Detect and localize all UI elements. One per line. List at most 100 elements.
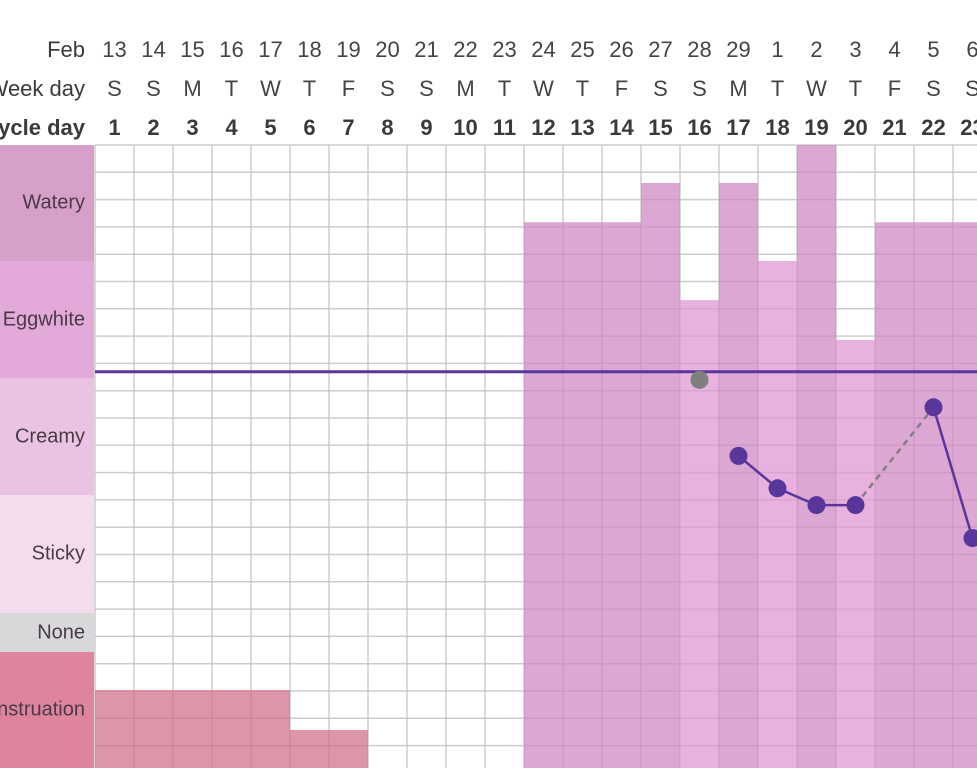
cycle-day-cell: 9 (420, 115, 433, 140)
cycle-day-cell: 19 (804, 115, 829, 140)
date-label: 1 (771, 37, 784, 62)
mucus-bar (797, 145, 836, 768)
weekday-cell: T (848, 76, 863, 101)
category-label: Watery (22, 191, 85, 214)
cycle-day-cell: 15 (648, 115, 673, 140)
menstruation-bar (95, 690, 134, 768)
date-label: 29 (726, 37, 751, 62)
weekday-cell: M (729, 76, 748, 101)
date-label: 27 (648, 37, 673, 62)
date-label: 24 (531, 37, 556, 62)
mucus-bar (719, 183, 758, 769)
temperature-point (846, 496, 865, 515)
date-label: 19 (336, 37, 361, 62)
temperature-point (963, 529, 977, 548)
mucus-bar (524, 222, 563, 768)
mucus-bar (875, 222, 914, 768)
cycle-day-cell: 11 (492, 115, 517, 140)
weekday-cell: W (260, 76, 281, 101)
cycle-day-cell: 18 (765, 115, 790, 140)
weekday-cell: T (497, 76, 512, 101)
cycle-day-cell: 20 (843, 115, 868, 140)
weekday-cell: W (806, 76, 827, 101)
category-watery: Watery (0, 145, 94, 261)
date-label: 13 (102, 37, 127, 62)
cycle-day-cell: 10 (453, 115, 478, 140)
cycle-day-cell: 7 (342, 115, 355, 140)
month-label: Feb (47, 37, 85, 62)
category-label: Eggwhite (2, 308, 85, 330)
cycle-day-cell: 17 (726, 115, 751, 140)
cycle-day-cell: 14 (609, 115, 634, 140)
category-sticky: Sticky (0, 495, 94, 613)
date-label: 18 (297, 37, 322, 62)
weekday-cell: S (107, 76, 122, 101)
menstruation-bar (329, 729, 368, 768)
category-none: None (0, 613, 94, 652)
weekday-cell: S (692, 76, 707, 101)
temperature-point (729, 446, 748, 465)
cycle-day-cell: 13 (570, 115, 595, 140)
mucus-bar (953, 222, 977, 768)
temperature-point (924, 398, 943, 417)
category-label: Menstruation (0, 698, 85, 721)
temperature-gap-line (854, 406, 935, 506)
date-label: 22 (453, 37, 478, 62)
menstruation-bar (251, 690, 290, 768)
date-label: 3 (849, 37, 862, 62)
date-label: 21 (414, 37, 439, 62)
category-label: Creamy (14, 425, 85, 447)
category-label: None (37, 621, 85, 643)
menstruation-bar (290, 729, 329, 768)
mucus-bar (563, 222, 602, 768)
weekday-cell: T (575, 76, 590, 101)
menstruation-bar (212, 690, 251, 768)
date-label: 17 (258, 37, 283, 62)
weekday-cell: M (456, 76, 475, 101)
weekday-cell: F (341, 76, 356, 101)
weekday-cell: S (146, 76, 161, 101)
weekday-cell: S (419, 76, 434, 101)
weekday-cell: T (770, 76, 785, 101)
weekday-cell: S (926, 76, 941, 101)
cycle-day-cell: 22 (921, 115, 946, 140)
cycle-day-cell: 5 (264, 115, 277, 140)
weekday-cell: S (965, 76, 977, 101)
temperature-point (807, 496, 826, 515)
cycle-day-cell: 16 (687, 115, 712, 140)
cycle-day-cell: 1 (108, 115, 121, 140)
excluded-temperature-point (690, 370, 709, 389)
mucus-bar (602, 222, 641, 768)
category-creamy: Creamy (0, 378, 94, 495)
mucus-bar (641, 183, 680, 769)
date-label: 16 (219, 37, 244, 62)
date-label: 25 (570, 37, 595, 62)
date-label: 4 (888, 37, 901, 62)
weekday-cell: S (380, 76, 395, 101)
cycle-day-label: Cycle day (0, 115, 85, 140)
cycle-day-cell: 8 (381, 115, 394, 140)
menstruation-bar (173, 690, 212, 768)
date-label: 14 (141, 37, 166, 62)
date-label: 26 (609, 37, 634, 62)
date-label: 15 (180, 37, 205, 62)
weekday-label: Week day (0, 76, 85, 101)
weekday-cell: F (614, 76, 629, 101)
category-eggwhite: Eggwhite (0, 261, 94, 378)
date-label: 2 (810, 37, 823, 62)
mucus-bar (914, 222, 953, 768)
date-label: 5 (927, 37, 940, 62)
cycle-day-cell: 21 (882, 115, 907, 140)
mucus-bar (758, 260, 797, 768)
cycle-day-cell: 4 (225, 115, 238, 140)
date-label: 20 (375, 37, 400, 62)
temperature-line (932, 406, 974, 539)
menstruation-bar (134, 690, 173, 768)
weekday-cell: F (887, 76, 902, 101)
cycle-day-cell: 23 (960, 115, 977, 140)
temperature-point (768, 479, 787, 498)
weekday-cell: W (533, 76, 554, 101)
category-label: Sticky (31, 542, 85, 565)
weekday-cell: T (224, 76, 239, 101)
